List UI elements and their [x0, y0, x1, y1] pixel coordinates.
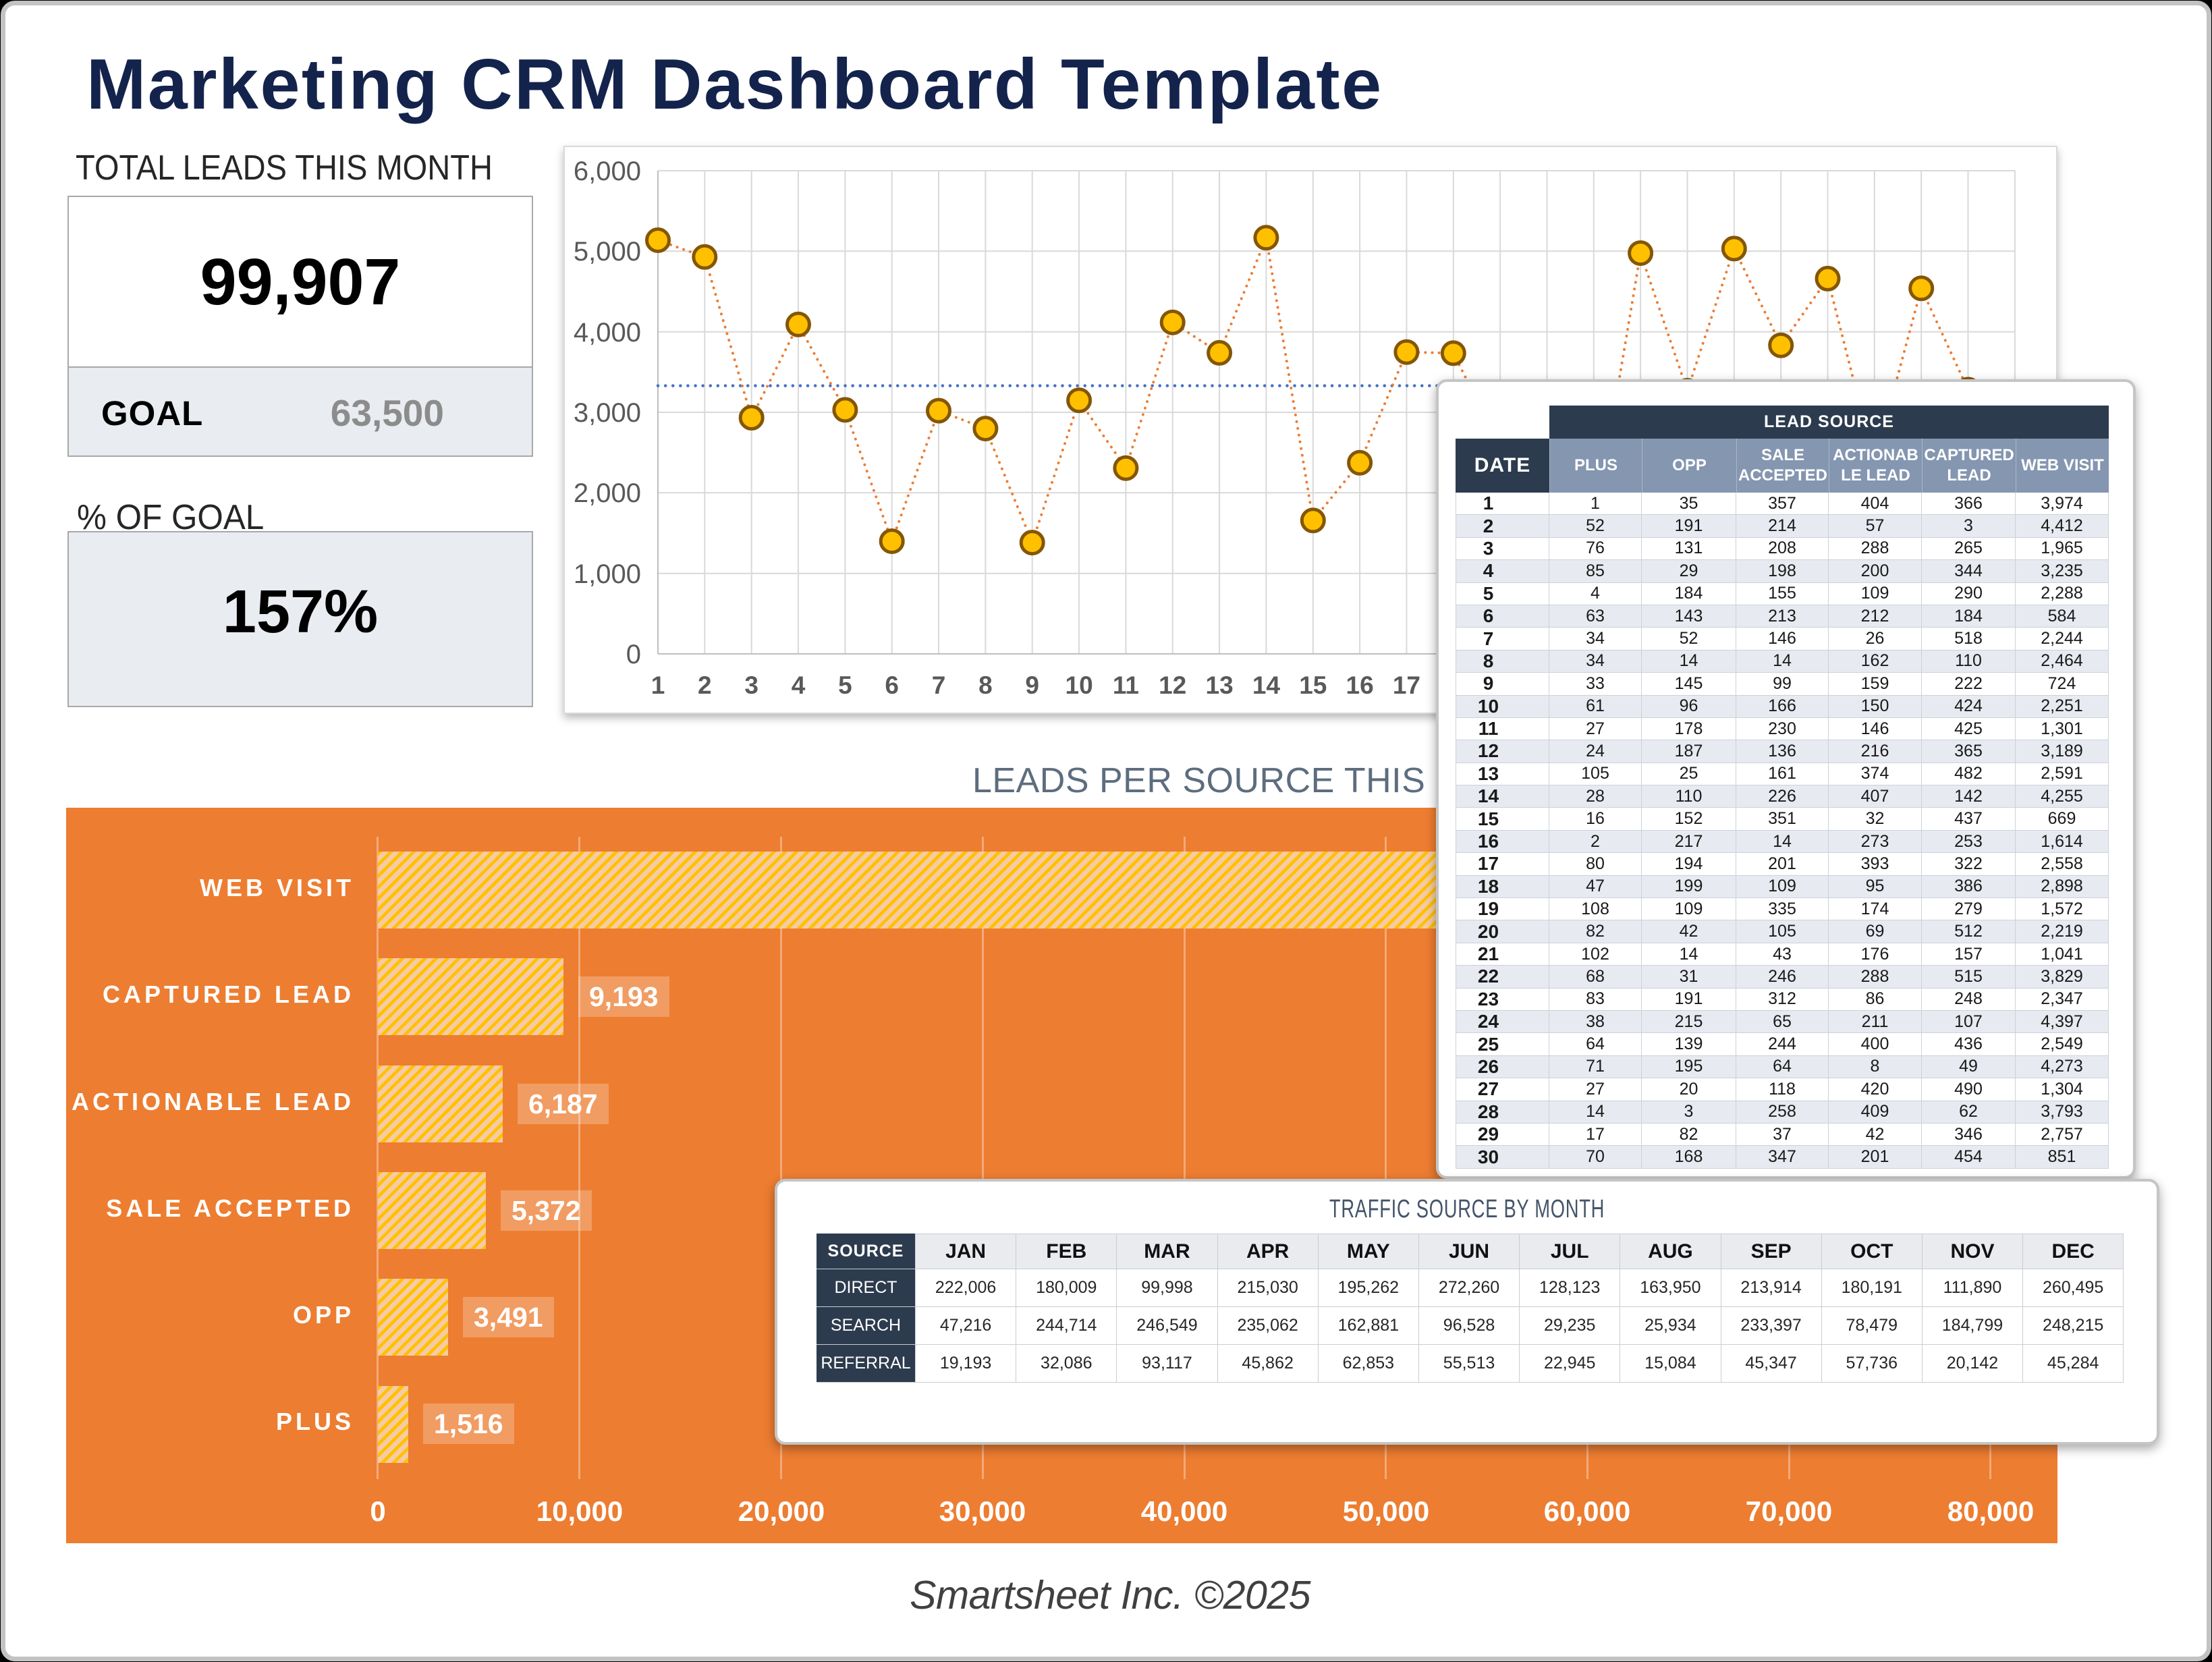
svg-text:6: 6: [885, 671, 899, 699]
svg-text:3: 3: [744, 671, 758, 699]
svg-text:6,000: 6,000: [574, 157, 641, 186]
svg-text:13: 13: [1206, 671, 1234, 699]
svg-text:5: 5: [838, 671, 852, 699]
svg-text:11: 11: [1113, 671, 1139, 699]
svg-text:2: 2: [698, 671, 712, 699]
svg-text:5,000: 5,000: [574, 237, 641, 267]
svg-text:12: 12: [1159, 671, 1186, 699]
svg-text:9: 9: [1025, 671, 1039, 699]
svg-text:2,000: 2,000: [574, 478, 641, 508]
svg-text:3,000: 3,000: [574, 398, 641, 428]
svg-text:1: 1: [651, 671, 665, 699]
svg-text:15: 15: [1299, 671, 1327, 699]
svg-text:0: 0: [626, 640, 641, 669]
svg-text:4,000: 4,000: [574, 318, 641, 348]
svg-text:14: 14: [1252, 671, 1281, 699]
svg-text:17: 17: [1393, 671, 1420, 699]
svg-text:16: 16: [1346, 671, 1374, 699]
svg-text:7: 7: [932, 671, 946, 699]
svg-text:1,000: 1,000: [574, 559, 641, 589]
svg-text:4: 4: [792, 671, 806, 699]
svg-text:8: 8: [978, 671, 993, 699]
svg-text:10: 10: [1066, 671, 1093, 699]
